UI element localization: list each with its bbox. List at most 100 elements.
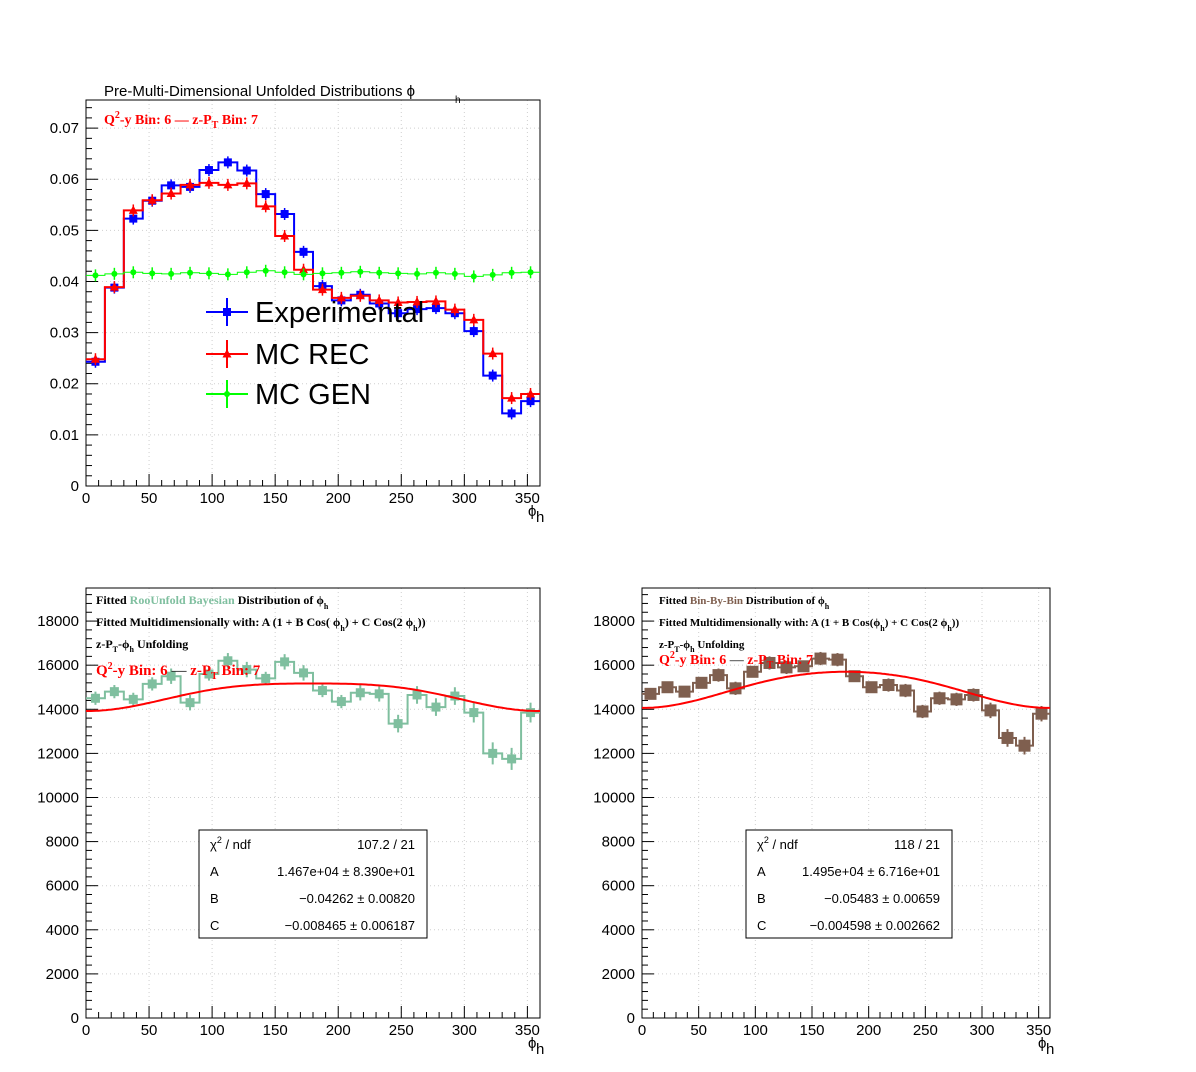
data-point bbox=[508, 269, 515, 276]
data-point bbox=[432, 269, 439, 276]
data-point bbox=[355, 688, 365, 698]
x-tick-label: 0 bbox=[82, 490, 90, 507]
data-point bbox=[488, 348, 498, 358]
x-tick-label: 100 bbox=[200, 1022, 225, 1039]
y-tick-label: 4000 bbox=[46, 922, 79, 939]
y-tick-label: 0 bbox=[627, 1010, 635, 1027]
data-point bbox=[204, 177, 214, 187]
x-tick-label: 200 bbox=[856, 1022, 881, 1039]
panel-2: 0 50 100 150 200 250 300 350 0 2000 4000 6000 8000 10… bbox=[593, 587, 1054, 1058]
data-point bbox=[431, 702, 441, 712]
series-step-line bbox=[86, 659, 540, 760]
data-point bbox=[526, 708, 536, 718]
data-point bbox=[168, 270, 175, 277]
data-point bbox=[414, 270, 421, 277]
y-tick-label: 8000 bbox=[602, 834, 635, 851]
x-tick-label: 250 bbox=[389, 490, 414, 507]
y-tick-label: 0.03 bbox=[50, 325, 79, 342]
x-tick-label: 300 bbox=[969, 1022, 994, 1039]
data-point bbox=[299, 247, 308, 256]
x-axis-label: ϕ bbox=[1038, 1035, 1046, 1052]
stats-label: B bbox=[210, 891, 219, 906]
x-tick-label: 50 bbox=[141, 490, 158, 507]
data-point bbox=[450, 304, 460, 314]
x-tick-label: 100 bbox=[200, 490, 225, 507]
data-point bbox=[644, 687, 657, 700]
y-tick-label: 18000 bbox=[37, 613, 79, 630]
data-point bbox=[336, 697, 346, 707]
stats-row: B −0.05483 ± 0.00659 bbox=[757, 891, 940, 906]
legend-marker bbox=[223, 308, 231, 316]
y-tick-label: 0 bbox=[71, 478, 79, 495]
fit-title-line: Fitted Bin-By-Bin Distribution of ϕh bbox=[659, 595, 830, 611]
data-point bbox=[242, 178, 252, 187]
legend-marker bbox=[224, 391, 230, 397]
data-point bbox=[848, 670, 861, 683]
x-tick-label: 0 bbox=[82, 1022, 90, 1039]
data-point bbox=[431, 296, 441, 305]
fit-unfolding-line: z-PT-ϕh Unfolding bbox=[96, 637, 188, 654]
data-point bbox=[393, 297, 403, 306]
plot-frame bbox=[85, 587, 541, 1019]
legend-marker bbox=[222, 349, 232, 358]
stats-label: C bbox=[757, 918, 766, 933]
stats-value: 1.467e+04 ± 8.390e+01 bbox=[277, 864, 415, 879]
data-point bbox=[109, 282, 119, 291]
data-point bbox=[899, 684, 912, 697]
data-point bbox=[412, 690, 422, 700]
data-point bbox=[507, 754, 517, 764]
stats-label: C bbox=[210, 918, 219, 933]
stats-row: A 1.467e+04 ± 8.390e+01 bbox=[210, 864, 415, 879]
stats-row: C −0.004598 ± 0.002662 bbox=[757, 918, 940, 933]
y-tick-label: 12000 bbox=[37, 745, 79, 762]
data-point bbox=[469, 314, 479, 324]
stats-label: A bbox=[757, 864, 766, 879]
data-point bbox=[1035, 707, 1048, 720]
data-point bbox=[129, 214, 138, 223]
data-point bbox=[395, 270, 402, 277]
data-point bbox=[280, 657, 290, 667]
data-point bbox=[413, 305, 422, 314]
stats-row: χ2 / ndf 118 / 21 bbox=[757, 835, 940, 852]
legend-label: Experimental bbox=[255, 297, 424, 329]
y-tick-label: 16000 bbox=[37, 657, 79, 674]
series-mc-rec bbox=[86, 176, 540, 405]
x-tick-label: 250 bbox=[913, 1022, 938, 1039]
data-point bbox=[526, 388, 536, 398]
data-point bbox=[128, 205, 138, 214]
data-point bbox=[451, 270, 458, 277]
data-point bbox=[261, 201, 271, 210]
data-point bbox=[374, 295, 384, 304]
data-point bbox=[223, 656, 233, 666]
data-point bbox=[831, 653, 844, 666]
data-point bbox=[355, 290, 365, 300]
x-axis-label-sub: h bbox=[1046, 1041, 1054, 1058]
x-axis-label: ϕ bbox=[528, 1035, 536, 1052]
data-point bbox=[187, 269, 194, 276]
data-point bbox=[204, 669, 214, 679]
y-tick-label: 6000 bbox=[46, 878, 79, 895]
x-tick-label: 350 bbox=[1026, 1022, 1051, 1039]
data-point bbox=[147, 679, 157, 689]
y-tick-label: 14000 bbox=[37, 701, 79, 718]
data-point bbox=[128, 694, 138, 704]
stats-value: −0.008465 ± 0.006187 bbox=[285, 918, 415, 933]
stats-value: −0.004598 ± 0.002662 bbox=[810, 918, 940, 933]
data-point bbox=[185, 179, 195, 189]
stats-label: χ2 / ndf bbox=[210, 835, 251, 852]
fit-stats-box: χ2 / ndf 107.2 / 21 A 1.467e+04 ± 8.390e+01… bbox=[198, 829, 428, 939]
data-point bbox=[1001, 731, 1014, 744]
data-point bbox=[149, 270, 156, 277]
bin-info: Q2-y Bin: 6 — z-PT Bin: 7 bbox=[96, 661, 261, 682]
data-point bbox=[394, 309, 403, 318]
legend-label: MC GEN bbox=[255, 379, 371, 411]
x-tick-label: 150 bbox=[799, 1022, 824, 1039]
stats-label: χ2 / ndf bbox=[757, 835, 798, 852]
data-point bbox=[90, 693, 100, 703]
chart-title: Pre-Multi-Dimensional Unfolded Distribut… bbox=[104, 83, 415, 100]
x-axis-label: ϕ bbox=[528, 503, 536, 520]
data-point bbox=[223, 158, 232, 167]
data-point bbox=[393, 719, 403, 729]
fit-curve bbox=[642, 670, 1050, 709]
